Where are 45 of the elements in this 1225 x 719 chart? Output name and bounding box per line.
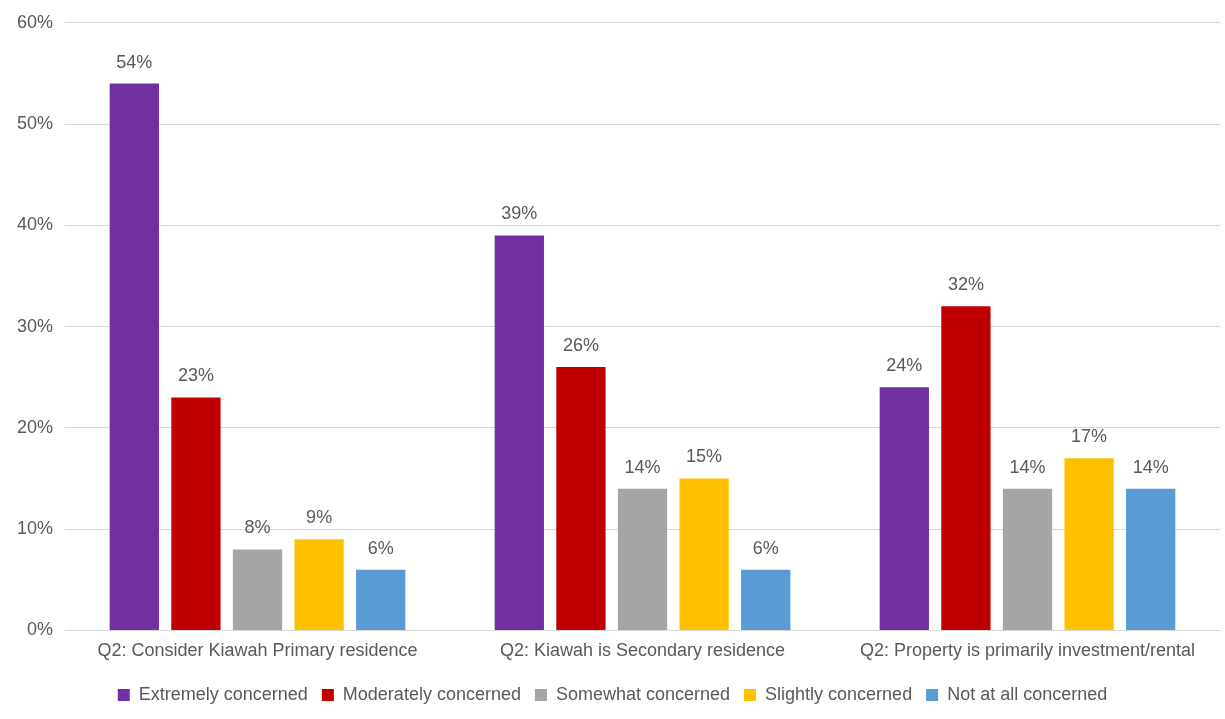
bar xyxy=(494,235,544,630)
data-label: 8% xyxy=(244,517,271,538)
data-label: 39% xyxy=(501,203,538,224)
y-tick-label: 40% xyxy=(17,214,54,235)
data-label: 14% xyxy=(1132,456,1169,477)
bar xyxy=(109,83,159,630)
data-label: 6% xyxy=(367,537,394,558)
bar xyxy=(941,306,991,630)
legend-label: Extremely concerned xyxy=(138,683,308,704)
bar xyxy=(879,387,929,630)
data-label: 24% xyxy=(886,355,923,376)
data-label: 17% xyxy=(1071,426,1108,447)
y-tick-label: 10% xyxy=(17,518,54,539)
legend-label: Moderately concerned xyxy=(342,683,521,704)
data-label: 54% xyxy=(116,51,153,72)
data-label: 32% xyxy=(947,274,984,295)
data-label: 9% xyxy=(306,507,333,528)
bar xyxy=(556,367,606,630)
bar xyxy=(617,488,668,630)
x-tick-label: Q2: Property is primarily investment/rental xyxy=(859,640,1196,661)
bar xyxy=(294,539,344,630)
data-label: 14% xyxy=(624,456,661,477)
y-tick-label: 0% xyxy=(27,619,54,640)
y-tick-label: 60% xyxy=(17,11,54,32)
data-label: 23% xyxy=(177,365,214,386)
bar xyxy=(741,569,791,630)
y-tick-label: 50% xyxy=(17,113,54,134)
bar xyxy=(232,549,283,630)
bar xyxy=(1002,488,1053,630)
y-tick-label: 20% xyxy=(17,416,54,437)
data-label: 15% xyxy=(686,446,723,467)
x-tick-label: Q2: Kiawah is Secondary residence xyxy=(499,640,786,661)
data-label: 14% xyxy=(1009,456,1046,477)
x-tick-label: Q2: Consider Kiawah Primary residence xyxy=(97,640,418,661)
y-tick-label: 30% xyxy=(17,315,54,336)
legend-label: Not at all concerned xyxy=(947,683,1108,704)
bar xyxy=(171,397,221,630)
bar xyxy=(1064,458,1114,630)
data-label: 6% xyxy=(752,537,779,558)
bar xyxy=(679,478,729,630)
legend-label: Somewhat concerned xyxy=(555,683,731,704)
bar xyxy=(356,569,406,630)
data-label: 26% xyxy=(562,335,599,356)
bar xyxy=(1126,488,1176,630)
legend-label: Slightly concerned xyxy=(765,683,913,704)
